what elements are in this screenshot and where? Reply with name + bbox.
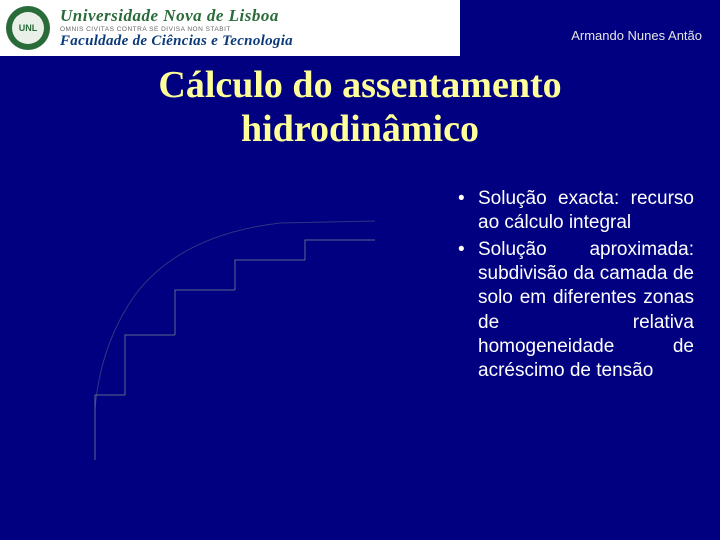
university-motto: OMNIS CIVITAS CONTRA SE DIVISA NON STABI… xyxy=(60,26,293,34)
slide-title: Cálculo do assentamento hidrodinâmico xyxy=(0,64,720,151)
university-name: Universidade Nova de Lisboa xyxy=(60,7,293,24)
university-banner: UNL Universidade Nova de Lisboa OMNIS CI… xyxy=(0,0,460,56)
bullet-item: Solução exacta: recurso ao cálculo integ… xyxy=(456,187,694,236)
step-diagram xyxy=(80,195,380,475)
header: UNL Universidade Nova de Lisboa OMNIS CI… xyxy=(0,0,720,60)
content-area: Solução exacta: recurso ao cálculo integ… xyxy=(0,175,720,525)
author-name: Armando Nunes Antão xyxy=(571,28,702,43)
faculty-name: Faculdade de Ciências e Tecnologia xyxy=(60,34,293,49)
banner-text: Universidade Nova de Lisboa OMNIS CIVITA… xyxy=(60,7,293,50)
university-logo: UNL xyxy=(6,6,50,50)
bullet-item: Solução aproximada: subdivisão da camada… xyxy=(456,238,694,384)
bullet-list: Solução exacta: recurso ao cálculo integ… xyxy=(456,187,694,386)
